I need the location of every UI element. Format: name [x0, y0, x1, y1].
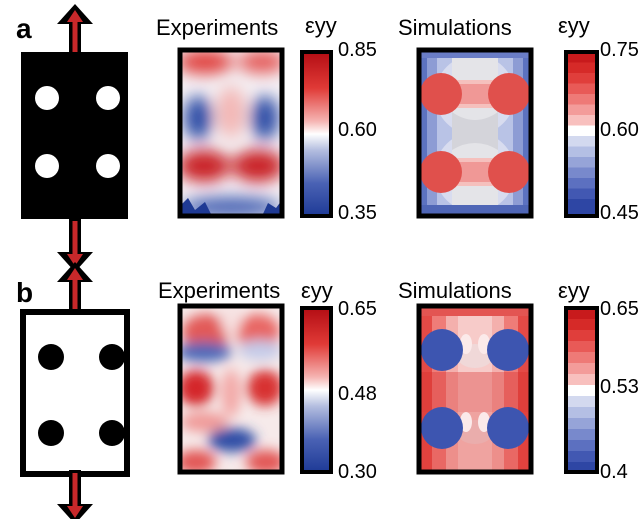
colorbar-min: 0.4: [600, 461, 628, 483]
specimen-b: [20, 262, 130, 519]
panel-letter-a: a: [16, 13, 32, 44]
tension-arrow-up-icon: [57, 262, 93, 316]
strain-symbol-b-exp: εyy: [301, 278, 333, 303]
experiments-title-b: Experiments: [158, 278, 280, 303]
hole-icon: [35, 154, 59, 178]
colorbar-a-simulations: 0.75 0.60 0.45: [564, 39, 639, 224]
tension-arrow-down-icon: [57, 470, 93, 519]
colorbar-mid: 0.48: [338, 383, 377, 405]
colorbar-b-simulations: 0.65 0.53 0.4: [564, 298, 639, 483]
strain-symbol-b-sim: εyy: [558, 278, 590, 303]
colorbar-mid: 0.60: [600, 119, 639, 141]
simulations-title-a: Simulations: [398, 15, 512, 40]
colorbar-min: 0.30: [338, 461, 377, 483]
experiments-field-a: [177, 47, 285, 219]
panel-b: b Experiments εyy: [16, 262, 639, 519]
experiments-title-a: Experiments: [156, 15, 278, 40]
colorbar-min: 0.35: [338, 202, 377, 224]
specimen-plate-white: [20, 309, 130, 477]
panel-a: a Experiments εyy: [16, 4, 639, 272]
colorbar-mid: 0.60: [338, 119, 377, 141]
simulations-field-a: [416, 47, 534, 219]
hole-icon: [96, 86, 120, 110]
panel-letter-b: b: [16, 277, 33, 308]
colorbar-b-experiments: 0.65 0.48 0.30: [300, 298, 377, 483]
hole-icon: [38, 344, 64, 370]
colorbar-a-experiments: 0.85 0.60 0.35: [300, 39, 377, 224]
colorbar-min: 0.45: [600, 202, 639, 224]
colorbar-max: 0.65: [338, 298, 377, 320]
hole-icon: [38, 420, 64, 446]
specimen-a: [21, 4, 128, 272]
strain-symbol-a-exp: εyy: [305, 13, 337, 38]
strain-symbol-a-sim: εyy: [558, 13, 590, 38]
hole-icon: [96, 154, 120, 178]
specimen-plate-black: [21, 52, 128, 219]
hole-icon: [35, 86, 59, 110]
colorbar-mid: 0.53: [600, 376, 639, 398]
experiments-field-b: [177, 303, 285, 475]
hole-icon: [99, 420, 125, 446]
colorbar-max: 0.85: [338, 39, 377, 61]
colorbar-max: 0.75: [600, 39, 639, 61]
colorbar-max: 0.65: [600, 298, 639, 320]
hole-icon: [99, 344, 125, 370]
simulations-title-b: Simulations: [398, 278, 512, 303]
simulations-field-b: [416, 303, 534, 475]
tension-arrow-up-icon: [57, 4, 93, 58]
